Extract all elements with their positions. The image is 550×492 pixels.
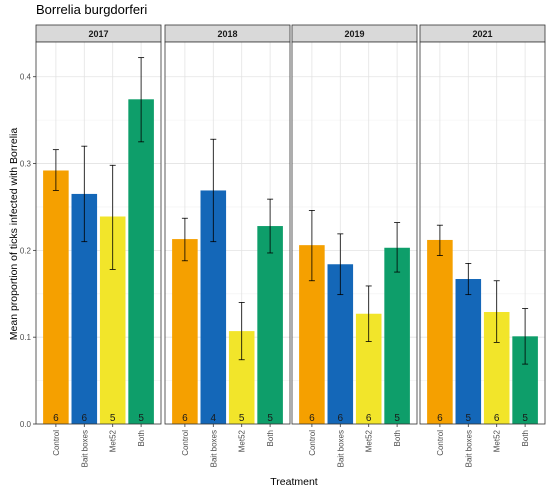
bar-2018-both — [257, 226, 283, 424]
x-tick-label: Met52 — [238, 429, 247, 452]
sample-size-label: 6 — [338, 413, 344, 424]
error-bar — [522, 308, 529, 365]
x-tick-label: Bait boxes — [336, 430, 345, 467]
panel-border — [164, 41, 291, 425]
facet-strip-label: 2021 — [472, 29, 492, 39]
bar-2019-both — [384, 247, 410, 424]
sample-size-label: 5 — [239, 413, 245, 424]
error-bar — [267, 198, 274, 254]
facet-strip-label: 2017 — [88, 29, 108, 39]
panel-border — [291, 41, 418, 425]
bar-2017-both — [128, 99, 154, 425]
x-tick-label: Control — [436, 430, 445, 456]
sample-size-label: 5 — [267, 413, 273, 424]
x-tick-label: Met52 — [493, 429, 502, 452]
sample-size-label: 6 — [309, 413, 315, 424]
error-bar — [465, 262, 472, 296]
x-tick-label: Both — [266, 430, 275, 446]
error-bar — [238, 302, 245, 361]
facet-strip-label: 2018 — [217, 29, 237, 39]
error-bar — [365, 285, 372, 342]
error-bar — [394, 222, 401, 273]
error-bar — [109, 164, 116, 270]
sample-size-label: 5 — [522, 413, 528, 424]
sample-size-label: 5 — [466, 413, 472, 424]
error-bar — [436, 224, 443, 256]
error-bar — [493, 280, 500, 343]
bar-2018-control — [172, 239, 198, 424]
panel-border — [419, 41, 546, 425]
y-tick-label: 0.4 — [20, 73, 32, 82]
error-bar — [210, 138, 217, 243]
x-tick-label: Both — [137, 430, 146, 446]
error-bar — [81, 145, 88, 243]
y-tick-label: 0.2 — [20, 246, 32, 255]
panel-border — [35, 41, 162, 425]
x-tick-label: Control — [308, 430, 317, 456]
facet-strip-label: 2019 — [344, 29, 364, 39]
sample-size-label: 6 — [494, 413, 500, 424]
chart-title: Borrelia burgdorferi — [36, 2, 147, 17]
y-tick-label: 0.1 — [20, 333, 32, 342]
x-tick-label: Met52 — [365, 429, 374, 452]
sample-size-label: 5 — [394, 413, 400, 424]
panel-2017: 2017 6 Control 6 Bait boxes 5 Met52 5 Both — [35, 24, 162, 467]
x-tick-label: Both — [521, 430, 530, 446]
error-bar — [337, 233, 344, 296]
x-tick-label: Control — [52, 430, 61, 456]
y-tick-label: 0.0 — [20, 420, 32, 429]
sample-size-label: 5 — [110, 413, 116, 424]
sample-size-label: 6 — [53, 413, 59, 424]
y-axis-title: Mean proportion of ticks infected with B… — [8, 128, 20, 341]
sample-size-label: 5 — [138, 413, 144, 424]
x-tick-label: Control — [181, 430, 190, 456]
x-tick-label: Bait boxes — [80, 430, 89, 467]
x-axis-title: Treatment — [270, 476, 318, 488]
error-bar — [181, 217, 188, 262]
y-tick-label: 0.3 — [20, 160, 32, 169]
sample-size-label: 6 — [366, 413, 372, 424]
bar-2017-control — [43, 170, 69, 424]
x-tick-label: Bait boxes — [464, 430, 473, 467]
sample-size-label: 6 — [437, 413, 443, 424]
x-tick-label: Both — [393, 430, 402, 446]
error-bar — [52, 149, 59, 191]
sample-size-label: 6 — [82, 413, 88, 424]
bar-2021-bait-boxes — [455, 279, 482, 424]
x-tick-label: Met52 — [109, 429, 118, 452]
panel-2019: 2019 6 Control 6 Bait boxes 6 Met52 5 Both — [291, 24, 418, 467]
error-bar — [138, 57, 145, 143]
panel-2021: 2021 6 Control 5 Bait boxes 6 Met52 5 Both — [419, 24, 546, 467]
bar-2021-control — [427, 239, 453, 424]
error-bar — [308, 210, 315, 282]
chart-panels: 0.0 0.1 0.2 0.3 0.4 2017 6 Control 6 Bait boxes 5 M… — [20, 24, 546, 467]
sample-size-label: 6 — [182, 413, 188, 424]
sample-size-label: 4 — [211, 413, 217, 424]
x-tick-label: Bait boxes — [209, 430, 218, 467]
panel-2018: 2018 6 Control 4 Bait boxes 5 Met52 5 Both — [164, 24, 291, 467]
